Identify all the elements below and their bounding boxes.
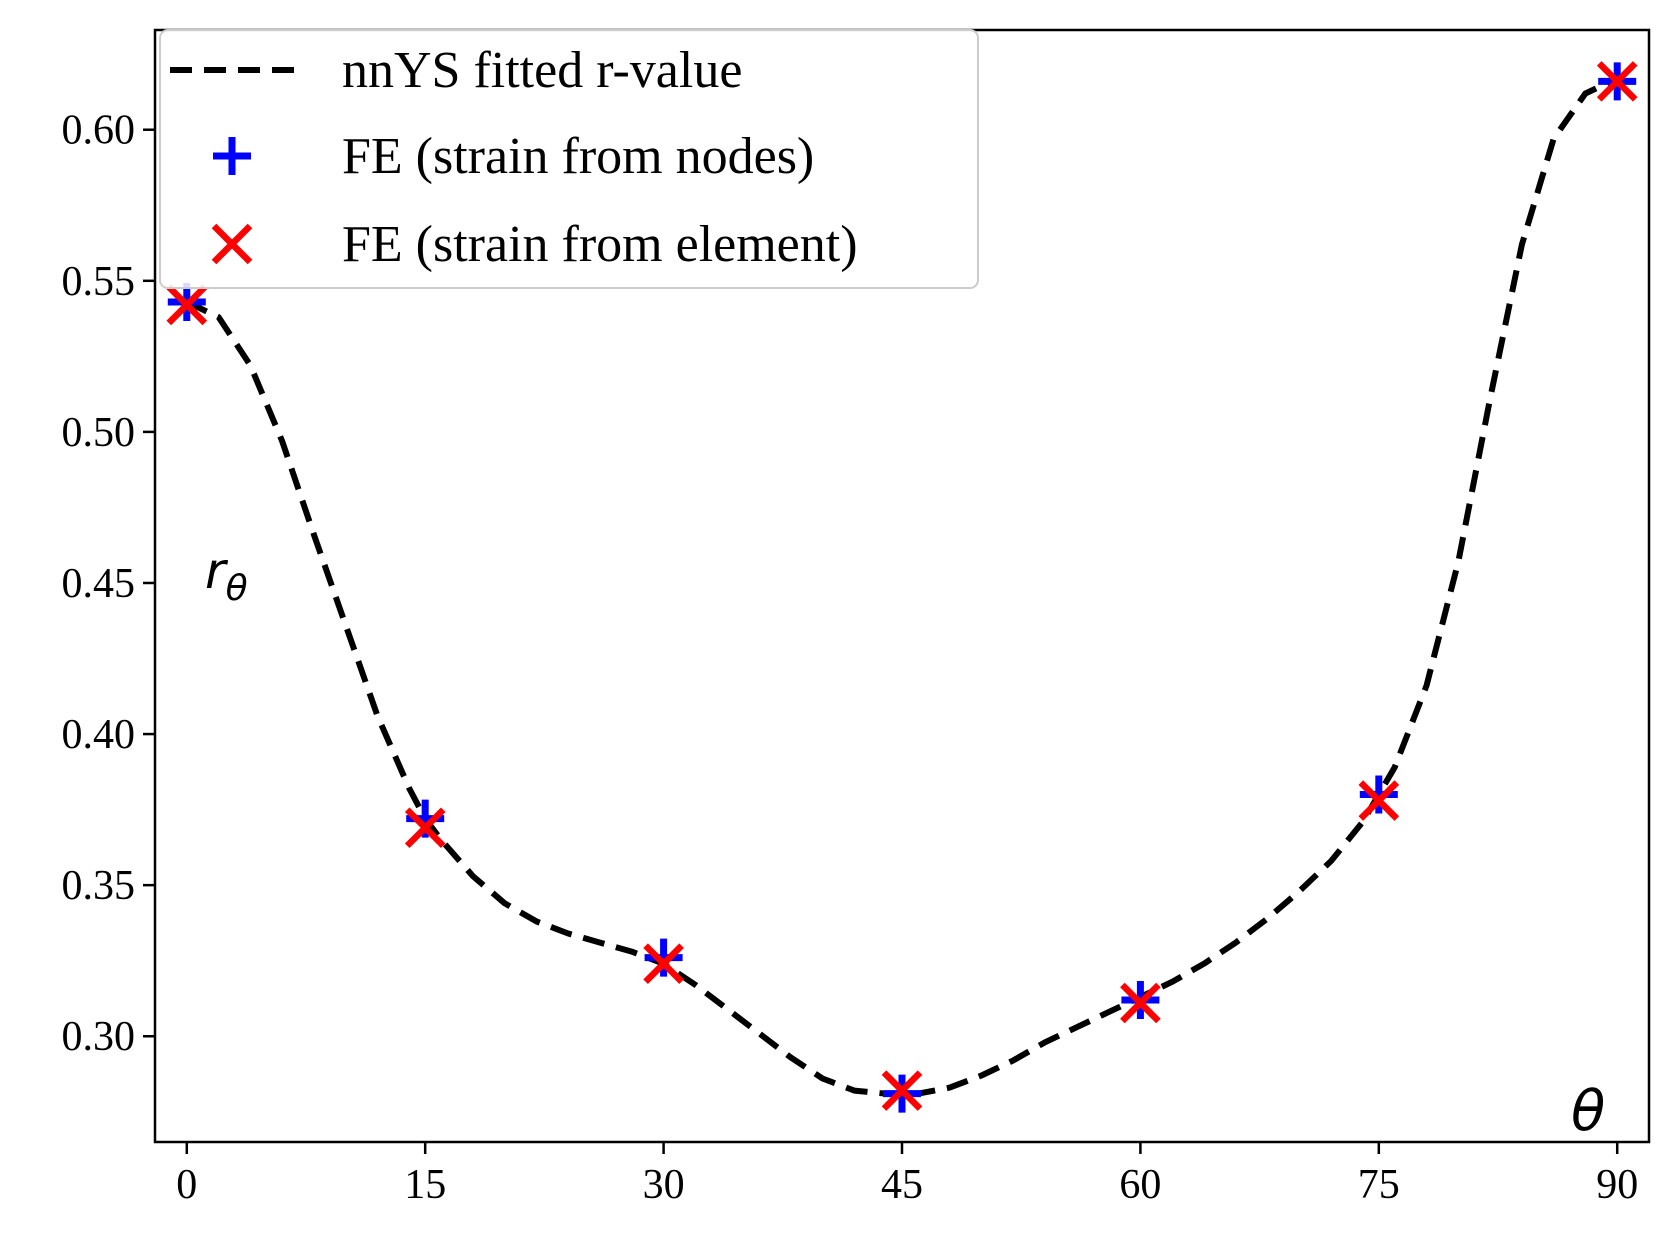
marker-x-element [1120, 982, 1161, 1024]
x-tick-label: 0 [176, 1162, 197, 1208]
y-tick-label: 0.55 [62, 259, 136, 305]
marker-x-b [1596, 61, 1638, 102]
y-tick-label: 0.40 [62, 712, 136, 758]
marker-x-b [1120, 982, 1161, 1024]
marker-x-b [166, 284, 208, 326]
legend-label: FE (strain from element) [342, 216, 858, 273]
plot-data-layer [166, 61, 1638, 1113]
y-axis-label: rθ [205, 542, 248, 609]
x-axis-label: θ [1571, 1079, 1605, 1144]
x-tick-label: 60 [1119, 1162, 1161, 1208]
legend-handle-element-b [211, 223, 253, 265]
x-tick-label: 30 [643, 1162, 685, 1208]
y-tick-label: 0.30 [62, 1014, 136, 1060]
marker-x-element [166, 284, 208, 326]
marker-x-b [1358, 780, 1400, 821]
x-tick-label: 15 [404, 1162, 446, 1208]
marker-x-element [1358, 780, 1400, 821]
x-tick-label: 45 [881, 1162, 923, 1208]
marker-x-b [643, 943, 684, 985]
marker-x-element [881, 1070, 923, 1111]
x-tick-label: 75 [1358, 1162, 1400, 1208]
marker-x-element [404, 807, 446, 849]
marker-x-element [643, 943, 684, 985]
legend-label: FE (strain from nodes) [342, 128, 814, 185]
plot-area [166, 61, 1638, 1113]
legend: nnYS fitted r-value FE (strain from nodes… [159, 29, 979, 289]
marker-x-b [881, 1070, 923, 1111]
marker-plus-nodes [1359, 775, 1398, 814]
marker-x-element [1596, 61, 1638, 102]
y-tick-label: 0.45 [62, 561, 136, 607]
legend-box [159, 29, 979, 289]
y-tick-label: 0.35 [62, 863, 136, 909]
y-axis-label-subscript: θ [226, 568, 248, 609]
y-axis-label-main: r [205, 542, 229, 600]
y-tick-label: 0.60 [62, 108, 136, 154]
x-tick-label: 90 [1596, 1162, 1638, 1208]
axis-label-layer: rθ θ [205, 542, 1605, 1144]
marker-plus-nodes [644, 938, 683, 977]
y-tick-label: 0.50 [62, 410, 136, 456]
marker-x-b [404, 807, 446, 849]
legend-label: nnYS fitted r-value [342, 42, 742, 99]
